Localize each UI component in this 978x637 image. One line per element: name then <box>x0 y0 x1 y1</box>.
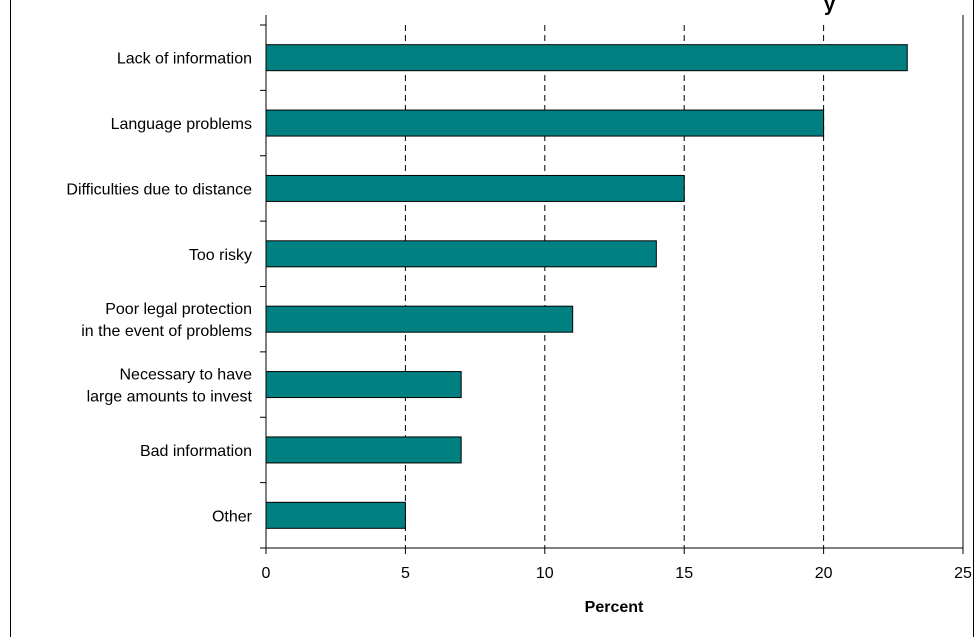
category-label: Too risky <box>189 247 252 264</box>
x-tick-label: 5 <box>401 565 410 582</box>
bar-2 <box>265 109 825 137</box>
x-tick-label: 0 <box>262 565 271 582</box>
chart-title: y <box>824 0 836 16</box>
bar-8 <box>265 501 406 529</box>
bar-7 <box>265 436 462 464</box>
x-tick-label: 20 <box>815 565 833 582</box>
x-tick-labels: 0 5 10 15 20 25 <box>262 565 972 582</box>
category-labels: Lack of information Language problems Diff… <box>66 51 252 526</box>
grid-lines <box>404 25 964 548</box>
category-label: Other <box>212 508 253 525</box>
category-label: Necessary to have large amounts to invest <box>87 367 253 406</box>
bar-6 <box>265 371 462 399</box>
bar-1 <box>265 44 908 72</box>
category-label: Lack of information <box>117 51 252 68</box>
bar-5 <box>265 305 574 333</box>
axes <box>260 15 964 554</box>
category-label: Difficulties due to distance <box>66 181 252 198</box>
bars <box>265 44 908 529</box>
x-tick-label: 15 <box>675 565 693 582</box>
category-label: Bad information <box>140 443 252 460</box>
category-label: Poor legal protection in the event of pro… <box>81 301 252 340</box>
category-label: Language problems <box>111 116 252 133</box>
bar-3 <box>265 174 685 202</box>
chart-area-border <box>10 0 974 637</box>
bar-4 <box>265 240 657 268</box>
x-tick-label: 10 <box>536 565 554 582</box>
x-axis-title: Percent <box>585 599 644 616</box>
x-tick-label: 25 <box>954 565 972 582</box>
